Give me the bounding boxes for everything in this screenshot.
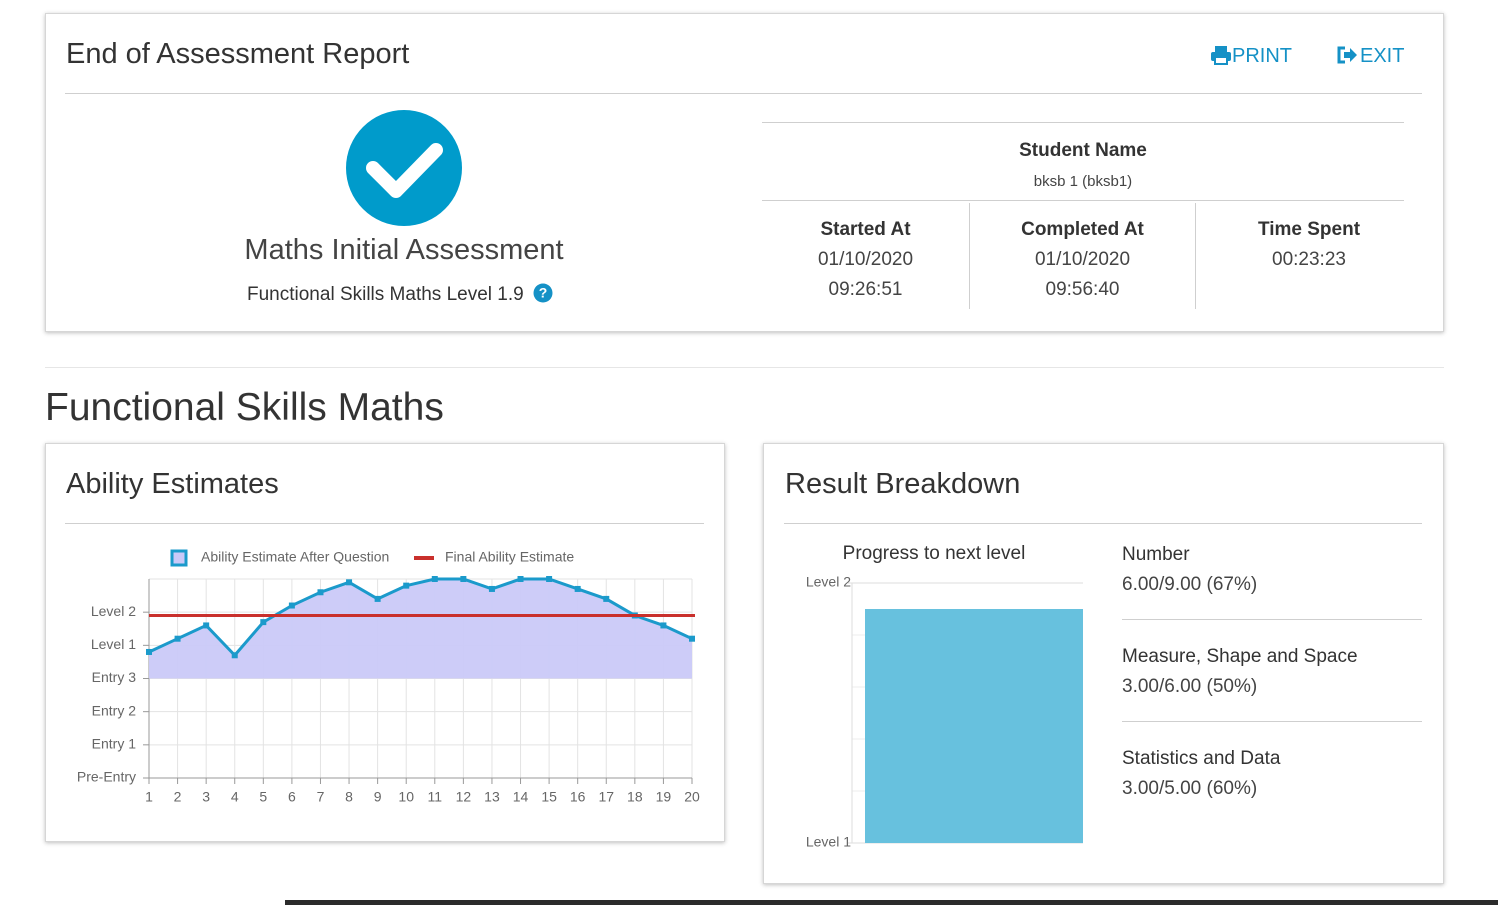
- divider: [762, 122, 1404, 123]
- stat-label: Completed At: [1021, 219, 1144, 240]
- point: [146, 648, 152, 655]
- item-score: 3.00/5.00 (60%): [1122, 778, 1258, 799]
- student-label: Student Name: [1019, 140, 1147, 161]
- stat-value: 01/10/2020: [1034, 249, 1131, 270]
- x-tick-label: 5: [259, 789, 267, 805]
- x-tick-label: 18: [627, 789, 643, 805]
- scrollbar: [285, 900, 1498, 905]
- point: [346, 579, 353, 586]
- x-tick-label: 4: [231, 789, 239, 805]
- x-tick-label: 6: [288, 789, 296, 805]
- divider: [65, 523, 704, 524]
- divider: [969, 203, 970, 309]
- stat-value: 09:26:51: [828, 279, 903, 300]
- point: [231, 652, 238, 659]
- breakdown-title: Result Breakdown: [785, 468, 1021, 500]
- point: [403, 582, 410, 589]
- section-divider: [45, 367, 1444, 368]
- area: [149, 579, 692, 679]
- chart-title: Progress to next level: [843, 543, 1026, 564]
- item-score: 6.00/9.00 (67%): [1122, 574, 1258, 595]
- bar: [865, 609, 1083, 843]
- point: [603, 595, 610, 602]
- divider: [784, 523, 1422, 524]
- assessment-name: Maths Initial Assessment: [244, 234, 564, 266]
- ability-title: Ability Estimates: [66, 468, 279, 500]
- item-score: 3.00/6.00 (50%): [1122, 676, 1258, 697]
- x-tick-label: 15: [541, 789, 557, 805]
- point: [317, 589, 324, 596]
- divider: [1122, 619, 1422, 620]
- y-tick-label: Level 2: [806, 574, 851, 590]
- y-tick-label: Level 1: [91, 636, 136, 652]
- divider: [1122, 721, 1422, 722]
- point: [546, 576, 553, 582]
- exit-button[interactable]: EXIT: [1336, 45, 1404, 68]
- print-label: PRINT: [1232, 45, 1292, 67]
- x-tick-label: 3: [202, 789, 210, 805]
- x-tick-label: 19: [656, 789, 672, 805]
- help-icon[interactable]: ?: [533, 283, 553, 303]
- x-tick-label: 8: [345, 789, 353, 805]
- x-tick-label: 11: [428, 789, 443, 805]
- print-icon: [1211, 46, 1231, 65]
- stat-value: 01/10/2020: [817, 249, 914, 270]
- point: [174, 635, 181, 642]
- legend-label: Final Ability Estimate: [445, 549, 574, 565]
- item-name: Number: [1122, 544, 1190, 565]
- line: [148, 577, 693, 658]
- x-tick-label: 10: [398, 789, 414, 805]
- assessment-level-text: Functional Skills Maths Level 1.9: [247, 284, 524, 305]
- stat-label: Started At: [820, 219, 911, 240]
- point: [288, 602, 295, 609]
- x-tick-label: 17: [598, 789, 614, 805]
- legend-label: Ability Estimate After Question: [201, 549, 389, 565]
- point: [689, 635, 695, 642]
- point: [660, 622, 667, 629]
- exit-label: EXIT: [1360, 45, 1405, 67]
- item-name: Measure, Shape and Space: [1122, 646, 1358, 667]
- point: [431, 576, 438, 582]
- point: [574, 585, 581, 592]
- y-tick-label: Level 1: [806, 834, 851, 850]
- assessment-level: Functional Skills Maths Level 1.9 ?: [247, 283, 553, 306]
- report-card: [45, 13, 1444, 332]
- y-tick-label: Pre-Entry: [77, 769, 136, 785]
- x-tick-label: 1: [145, 789, 153, 805]
- point: [260, 619, 267, 626]
- point: [374, 595, 381, 602]
- divider: [65, 93, 1422, 94]
- point: [488, 585, 495, 592]
- x-tick-label: 7: [317, 789, 325, 805]
- point: [460, 576, 467, 582]
- x-tick-label: 13: [484, 789, 500, 805]
- y-tick-label: Entry 3: [92, 669, 137, 685]
- exit-icon: [1337, 46, 1357, 64]
- x-tick-label: 12: [456, 789, 472, 805]
- divider: [1195, 203, 1196, 309]
- divider: [762, 200, 1404, 201]
- section-title: Functional Skills Maths: [45, 386, 444, 429]
- x-tick-label: 9: [374, 789, 382, 805]
- legend-swatch: [170, 549, 188, 567]
- report-title: End of Assessment Report: [66, 38, 410, 70]
- stat-value: 00:23:23: [1272, 249, 1346, 270]
- x-tick-label: 2: [174, 789, 182, 805]
- item-name: Statistics and Data: [1122, 748, 1281, 769]
- svg-text:?: ?: [539, 285, 548, 301]
- student-value: bksb 1 (bksb1): [1033, 173, 1133, 190]
- x-tick-label: 14: [513, 789, 529, 805]
- y-tick-label: Entry 1: [92, 736, 137, 752]
- y-tick-label: Entry 2: [92, 702, 137, 718]
- stat-label: Time Spent: [1257, 219, 1361, 240]
- point: [203, 622, 210, 629]
- print-button[interactable]: PRINT: [1210, 45, 1292, 68]
- stat-value: 09:56:40: [1045, 279, 1120, 300]
- y-tick-label: Level 2: [91, 603, 136, 619]
- point: [517, 576, 524, 582]
- x-tick-label: 20: [684, 789, 700, 805]
- x-tick-label: 16: [570, 789, 586, 805]
